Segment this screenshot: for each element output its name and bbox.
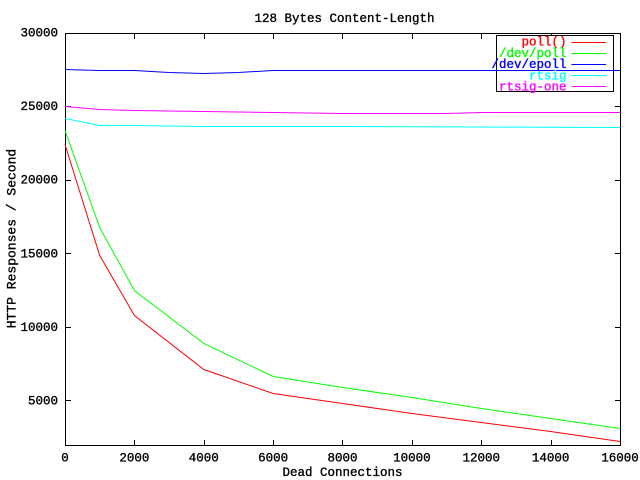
svg-text:Dead Connections: Dead Connections [282, 466, 402, 480]
svg-text:6000: 6000 [258, 452, 288, 466]
svg-text:HTTP Responses / Second: HTTP Responses / Second [5, 149, 20, 328]
svg-text:0: 0 [61, 452, 69, 466]
svg-text:8000: 8000 [327, 452, 357, 466]
svg-text:4000: 4000 [189, 452, 219, 466]
svg-text:poll(): poll() [521, 36, 566, 50]
svg-text:rtsig-one: rtsig-one [499, 81, 567, 95]
svg-text:25000: 25000 [20, 100, 58, 114]
svg-text:/dev/poll: /dev/poll [499, 47, 567, 61]
svg-text:2000: 2000 [119, 452, 149, 466]
svg-text:14000: 14000 [532, 452, 570, 466]
svg-text:/dev/epoll: /dev/epoll [491, 58, 566, 72]
svg-text:128 Bytes Content-Length: 128 Bytes Content-Length [254, 12, 434, 26]
svg-text:5000: 5000 [28, 395, 58, 409]
svg-text:30000: 30000 [20, 27, 58, 41]
svg-text:10000: 10000 [393, 452, 431, 466]
svg-text:10000: 10000 [20, 321, 58, 335]
svg-text:15000: 15000 [20, 247, 58, 261]
svg-text:12000: 12000 [462, 452, 500, 466]
svg-text:16000: 16000 [601, 452, 639, 466]
svg-text:20000: 20000 [20, 174, 58, 188]
svg-text:rtsig: rtsig [529, 69, 567, 83]
